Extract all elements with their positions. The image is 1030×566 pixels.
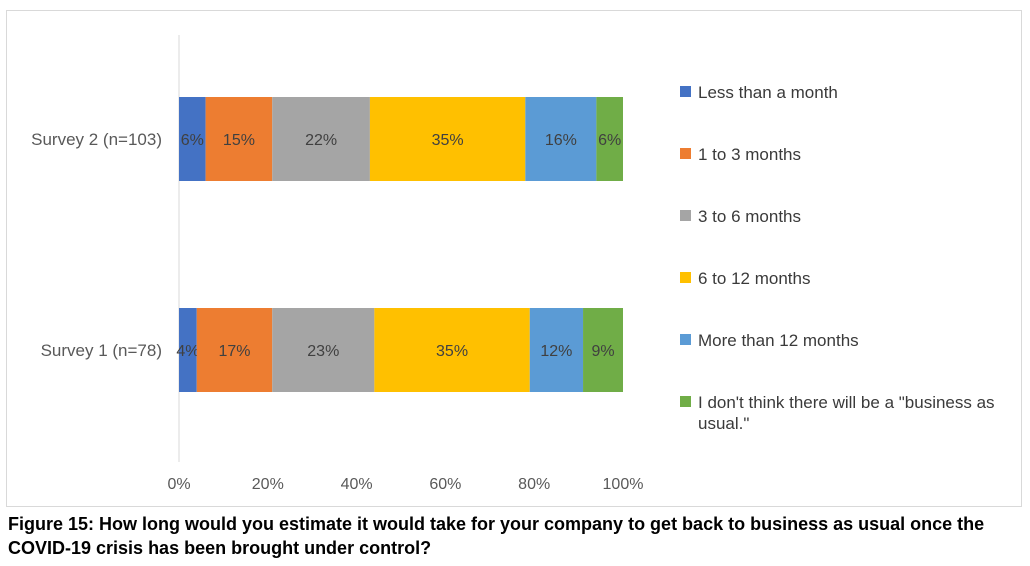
data-label: 22%: [305, 132, 337, 149]
bar-segment: [196, 308, 273, 392]
bar-segment: [374, 308, 530, 392]
x-tick-label: 40%: [341, 476, 373, 493]
x-tick-label: 20%: [252, 476, 284, 493]
x-tick-label: 80%: [518, 476, 550, 493]
data-label: 16%: [545, 132, 577, 149]
bar-segment: [272, 308, 375, 392]
bar-segment: [179, 97, 206, 181]
legend-swatch: [680, 334, 691, 345]
legend-label: More than 12 months: [698, 331, 859, 350]
bar-segment: [179, 308, 197, 392]
legend-item: 3 to 6 months: [680, 206, 1028, 227]
legend-swatch: [680, 210, 691, 221]
legend-item: 6 to 12 months: [680, 268, 1028, 289]
bar-segment: [525, 97, 597, 181]
legend-item: Less than a month: [680, 82, 1028, 103]
x-tick-label: 100%: [603, 476, 644, 493]
data-label: 12%: [540, 343, 572, 360]
legend-swatch: [680, 396, 691, 407]
bar-segment: [529, 308, 584, 392]
legend-swatch: [680, 148, 691, 159]
bar-segment: [205, 97, 273, 181]
legend-label: 3 to 6 months: [698, 207, 802, 226]
legend-swatch: [680, 272, 691, 283]
data-label: 6%: [181, 132, 204, 149]
x-tick-label: 60%: [429, 476, 461, 493]
bar-segment: [369, 97, 526, 181]
legend-label: 1 to 3 months: [698, 145, 802, 164]
chart-area: [6, 10, 1022, 507]
data-label: 9%: [591, 343, 614, 360]
legend-item: 1 to 3 months: [680, 144, 1028, 165]
legend-label: I don't think there will be a "business …: [698, 393, 995, 433]
data-label: 6%: [598, 132, 621, 149]
data-label: 4%: [176, 343, 199, 360]
bar-segment: [596, 97, 623, 181]
legend-label: Less than a month: [698, 83, 838, 102]
category-label: Survey 2 (n=103): [31, 130, 162, 149]
x-tick-label: 0%: [167, 476, 190, 493]
data-label: 35%: [432, 132, 464, 149]
bar-segment: [272, 97, 370, 181]
legend-item: More than 12 months: [680, 330, 1028, 351]
data-label: 23%: [307, 343, 339, 360]
bar-segment: [583, 308, 623, 392]
category-label: Survey 1 (n=78): [41, 341, 162, 360]
figure-caption: Figure 15: How long would you estimate i…: [8, 514, 985, 558]
legend-swatch: [680, 86, 691, 97]
data-label: 35%: [436, 343, 468, 360]
data-label: 15%: [223, 132, 255, 149]
data-label: 17%: [218, 343, 250, 360]
legend-item: I don't think there will be a "business …: [680, 392, 1028, 434]
legend-label: 6 to 12 months: [698, 269, 811, 288]
